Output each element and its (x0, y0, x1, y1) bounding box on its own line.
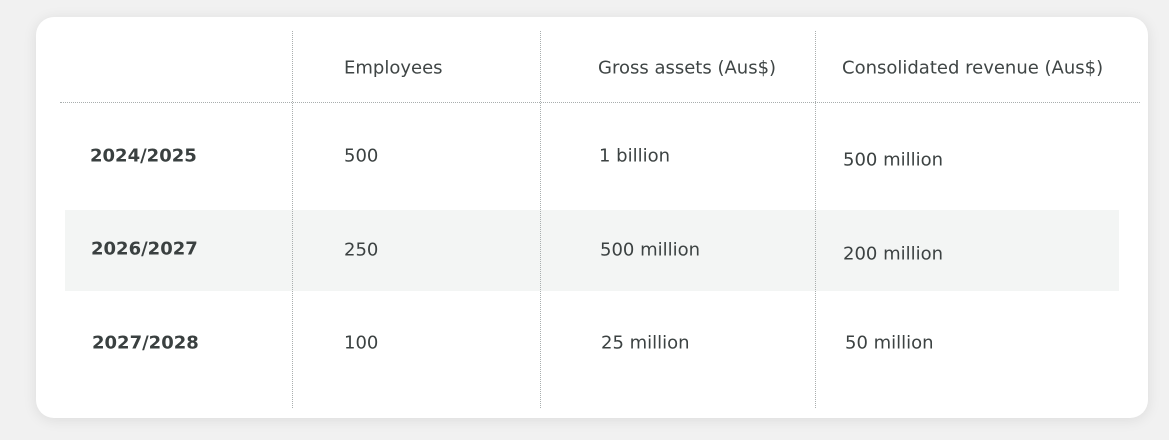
row-year: 2027/2028 (92, 332, 199, 354)
column-divider (292, 31, 293, 408)
column-divider (540, 31, 541, 408)
row-revenue: 500 million (843, 149, 944, 171)
row-revenue: 50 million (845, 332, 934, 354)
row-year: 2026/2027 (91, 238, 198, 260)
table-card: Employees Gross assets (Aus$) Consolidat… (36, 17, 1148, 418)
header-gross-assets: Gross assets (Aus$) (598, 57, 777, 79)
row-employees: 100 (344, 332, 379, 354)
header-divider (60, 102, 1140, 103)
header-consolidated-revenue: Consolidated revenue (Aus$) (842, 57, 1104, 79)
row-employees: 250 (344, 239, 379, 261)
row-revenue: 200 million (843, 243, 944, 265)
row-employees: 500 (344, 145, 379, 167)
highlighted-row-band (65, 210, 1119, 291)
row-gross-assets: 25 million (601, 332, 690, 354)
row-gross-assets: 1 billion (599, 145, 671, 167)
column-divider (815, 31, 816, 408)
row-gross-assets: 500 million (600, 239, 701, 261)
row-year: 2024/2025 (90, 145, 197, 167)
header-employees: Employees (344, 57, 443, 79)
